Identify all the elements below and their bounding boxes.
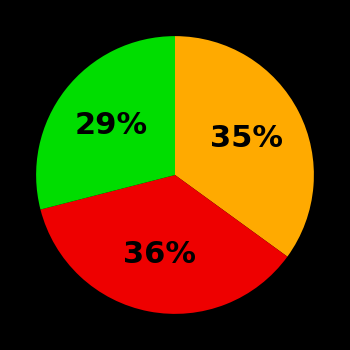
Text: 36%: 36% (124, 240, 196, 269)
Text: 29%: 29% (75, 111, 148, 140)
Wedge shape (41, 175, 287, 314)
Text: 35%: 35% (210, 124, 283, 153)
Wedge shape (175, 36, 314, 257)
Wedge shape (36, 36, 175, 210)
